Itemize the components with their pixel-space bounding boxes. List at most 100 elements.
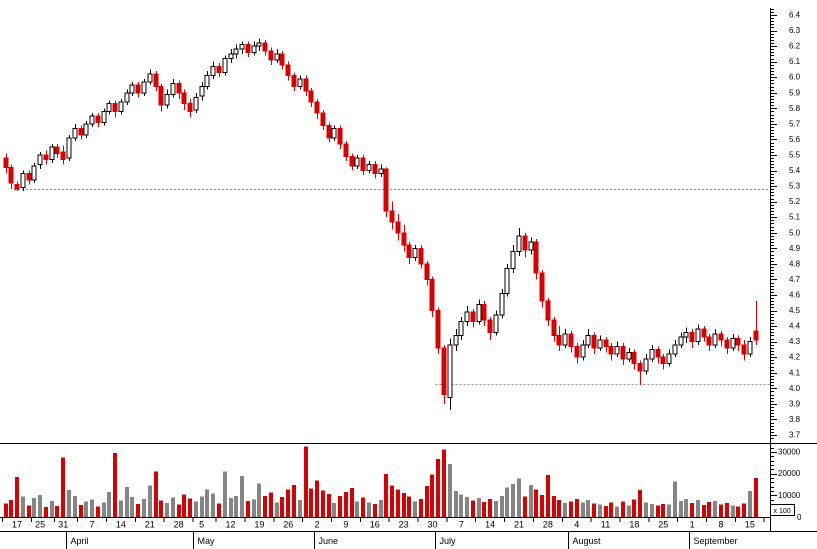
volume-bar-up bbox=[517, 478, 521, 517]
candle-up bbox=[193, 96, 199, 111]
volume-bar-down bbox=[61, 457, 65, 517]
candle-down bbox=[568, 333, 574, 347]
volume-bar-down bbox=[315, 480, 319, 517]
candle-up bbox=[493, 314, 499, 333]
candle-up bbox=[504, 268, 510, 294]
candle-down bbox=[176, 82, 182, 94]
volume-bar-down bbox=[154, 471, 158, 517]
volume-bar-down bbox=[471, 500, 475, 517]
volume-bar-up bbox=[615, 506, 619, 517]
candle-down bbox=[389, 210, 395, 223]
candle-up bbox=[695, 328, 701, 343]
candle-up bbox=[476, 303, 482, 322]
volume-bar-down bbox=[407, 496, 411, 517]
candle-down bbox=[487, 319, 493, 333]
candle-up bbox=[124, 92, 130, 103]
volume-bar-up bbox=[257, 483, 261, 517]
candle-up bbox=[89, 115, 95, 125]
volume-bar-down bbox=[754, 478, 758, 517]
volume-bar-down bbox=[609, 502, 613, 517]
volume-bar-down bbox=[707, 502, 711, 517]
volume-bar-down bbox=[402, 493, 406, 517]
date-tick-label: 1 bbox=[690, 520, 695, 530]
volume-bar-up bbox=[50, 500, 54, 517]
volume-bar-up bbox=[130, 497, 134, 517]
candle-up bbox=[72, 128, 78, 139]
candle-down bbox=[112, 103, 118, 112]
candle-down bbox=[418, 247, 424, 265]
price-tick-label: 5.9 bbox=[789, 88, 801, 97]
price-tick-label: 5.3 bbox=[789, 182, 801, 191]
date-tick-label: 11 bbox=[601, 520, 610, 530]
month-label: July bbox=[440, 536, 457, 546]
candle-up bbox=[274, 53, 280, 61]
candle-down bbox=[43, 154, 49, 161]
volume-bar-up bbox=[234, 496, 238, 517]
candle-down bbox=[383, 168, 389, 212]
candle-down bbox=[545, 300, 551, 321]
x-axis: 17 25 31 7 14 21 28 5 12 19 26 2 9 16 23 30 7 14 21 28 4 11 18… bbox=[0, 443, 817, 549]
candle-up bbox=[464, 311, 470, 322]
volume-bar-up bbox=[459, 494, 463, 517]
price-tick-label: 5.7 bbox=[789, 119, 801, 128]
candle-down bbox=[481, 303, 487, 321]
support-lines bbox=[14, 189, 770, 385]
candle-down bbox=[285, 64, 291, 77]
candle-up bbox=[626, 352, 632, 360]
date-tick-label: 28 bbox=[174, 520, 184, 530]
volume-bar-up bbox=[90, 499, 94, 517]
price-tick-label: 6.4 bbox=[789, 11, 801, 20]
candle-up bbox=[458, 320, 464, 336]
volume-bar-up bbox=[731, 505, 735, 517]
volume-bar-down bbox=[419, 498, 423, 517]
candle-up bbox=[31, 165, 37, 181]
candle-down bbox=[741, 344, 747, 355]
candle-down bbox=[326, 124, 332, 139]
price-tick-label: 5.1 bbox=[789, 213, 801, 222]
volume-bar-down bbox=[373, 504, 377, 517]
volume-unit-box bbox=[770, 504, 795, 516]
candle-down bbox=[187, 103, 193, 112]
volume-bar-down bbox=[575, 499, 579, 517]
volume-bar-up bbox=[298, 499, 302, 517]
volume-bar-down bbox=[546, 474, 550, 517]
volume-bar-down bbox=[246, 500, 250, 517]
volume-bar-down bbox=[361, 497, 365, 517]
volume-bar-down bbox=[719, 504, 723, 517]
candles bbox=[3, 38, 759, 411]
volume-bar-up bbox=[107, 492, 111, 517]
volume-bar-up bbox=[679, 500, 683, 517]
volume-bar-down bbox=[113, 453, 117, 517]
volume-bar-up bbox=[32, 497, 36, 517]
candle-up bbox=[204, 75, 210, 88]
volume-bar-down bbox=[690, 503, 694, 517]
volume-tick-label: 30000 bbox=[778, 448, 801, 457]
volume-bar-down bbox=[534, 489, 538, 517]
price-tick-label: 6.0 bbox=[789, 73, 801, 82]
price-tick-label: 3.9 bbox=[789, 399, 801, 408]
date-tick-label: 31 bbox=[58, 520, 68, 530]
volume-bar-down bbox=[79, 504, 83, 517]
candle-down bbox=[3, 157, 9, 168]
date-tick-label: 7 bbox=[90, 520, 95, 530]
date-tick-label: 14 bbox=[116, 520, 126, 530]
volume-bar-down bbox=[292, 484, 296, 517]
candle-up bbox=[597, 339, 603, 349]
volume-bar-down bbox=[430, 474, 434, 517]
volume-bar-down bbox=[55, 505, 59, 517]
volume-bar-down bbox=[321, 490, 325, 517]
candle-up bbox=[331, 128, 337, 139]
volume-bar-up bbox=[454, 490, 458, 517]
volume-bar-down bbox=[725, 502, 729, 517]
right-axis: 6.4 6.3 6.2 6.1 6.0 5.9 5.8 5.7 5.6 5.5 5.4 5.3 5.2 5… bbox=[770, 8, 802, 532]
candle-down bbox=[574, 345, 580, 358]
candle-up bbox=[683, 331, 689, 338]
candle-up bbox=[256, 42, 262, 47]
volume-bar-up bbox=[67, 490, 71, 517]
candle-down bbox=[603, 339, 609, 347]
candle-up bbox=[528, 241, 534, 251]
volume-bar-up bbox=[465, 497, 469, 517]
candle-down bbox=[689, 331, 695, 343]
volume-bar-down bbox=[604, 505, 608, 517]
